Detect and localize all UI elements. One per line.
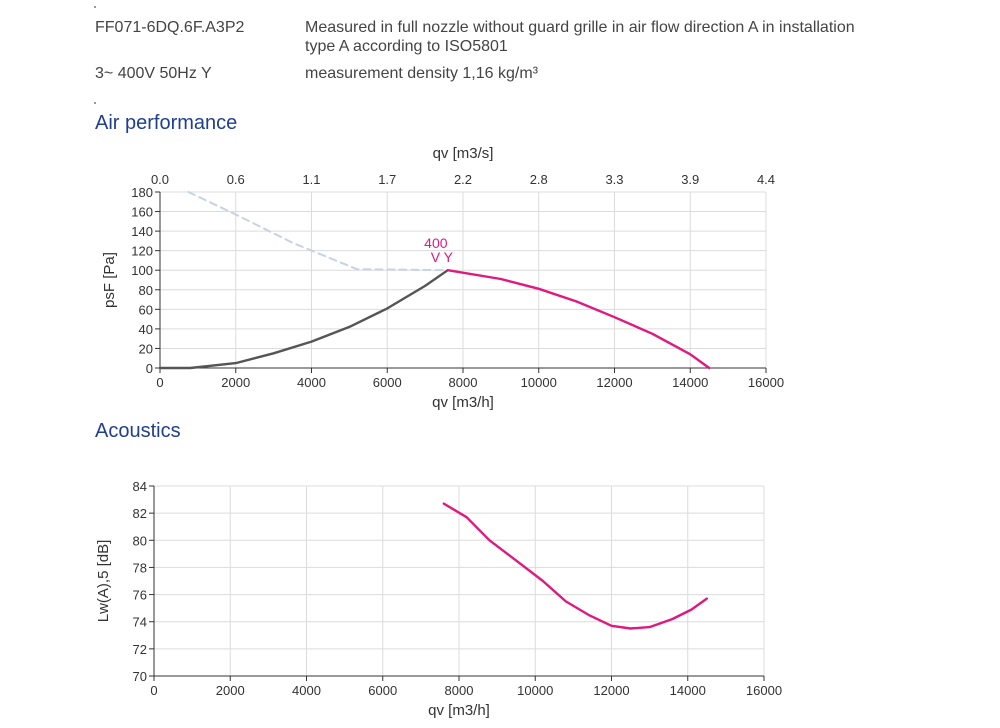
x-axis-label: qv [m3/h] <box>428 702 490 719</box>
x2-tick-label: 2.8 <box>530 172 548 187</box>
measurement-description-line-2: type A according to ISO5801 <box>305 38 508 55</box>
y-tick-label: 160 <box>131 205 153 220</box>
y-axis-label: psF [Pa] <box>101 252 118 308</box>
series-line-0-0 <box>187 191 449 272</box>
x-tick-label: 4000 <box>297 375 326 390</box>
operating-point-label: 400 <box>424 235 448 251</box>
measurement-description-line-1: Measured in full nozzle without guard gr… <box>305 19 855 36</box>
x2-tick-label: 3.3 <box>605 172 623 187</box>
y-tick-label: 60 <box>139 302 153 317</box>
y-tick-label: 78 <box>133 560 147 575</box>
measurement-density: measurement density 1,16 kg/m³ <box>305 65 538 82</box>
x-tick-label: 2000 <box>221 375 250 390</box>
y-tick-label: 76 <box>133 588 147 603</box>
x-tick-label: 6000 <box>368 683 397 698</box>
series-line-0-2 <box>446 269 711 370</box>
y-tick-label: 80 <box>139 283 153 298</box>
y-tick-label: 120 <box>131 244 153 259</box>
x-tick-label: 10000 <box>521 375 557 390</box>
x-tick-label: 4000 <box>292 683 321 698</box>
y-tick-label: 0 <box>146 361 153 376</box>
x-tick-label: 8000 <box>445 683 474 698</box>
x2-tick-label: 0.6 <box>227 172 245 187</box>
x-tick-label: 16000 <box>746 683 782 698</box>
x-tick-label: 10000 <box>517 683 553 698</box>
x-tick-label: 12000 <box>593 683 629 698</box>
x-tick-label: 14000 <box>672 375 708 390</box>
y-axis-label: Lw(A),5 [dB] <box>95 540 112 623</box>
corner-dot <box>94 6 96 8</box>
x2-tick-label: 3.9 <box>681 172 699 187</box>
x2-tick-label: 1.1 <box>302 172 320 187</box>
operating-point-connection-label: V Y <box>431 249 454 265</box>
acoustics-title: Acoustics <box>95 420 181 442</box>
x2-tick-label: 1.7 <box>378 172 396 187</box>
x-tick-label: 16000 <box>748 375 784 390</box>
model-code: FF071-6DQ.6F.A3P2 <box>95 19 245 36</box>
x-tick-label: 12000 <box>596 375 632 390</box>
y-tick-label: 80 <box>133 533 147 548</box>
series-line-1-0 <box>442 502 708 630</box>
y-tick-label: 70 <box>133 669 147 684</box>
x-tick-label: 14000 <box>670 683 706 698</box>
series-line-0-1 <box>158 269 449 370</box>
air-performance-title: Air performance <box>95 112 238 134</box>
y-tick-label: 84 <box>133 479 147 494</box>
y-tick-label: 74 <box>133 615 147 630</box>
y-tick-label: 40 <box>139 322 153 337</box>
x2-tick-label: 4.4 <box>757 172 775 187</box>
x2-tick-label: 2.2 <box>454 172 472 187</box>
y-tick-label: 20 <box>139 341 153 356</box>
x-tick-label: 8000 <box>449 375 478 390</box>
supply-voltage: 3~ 400V 50Hz Y <box>95 65 212 82</box>
y-tick-label: 180 <box>131 185 153 200</box>
x-tick-label: 6000 <box>373 375 402 390</box>
x2-axis-label: qv [m3/s] <box>433 145 494 162</box>
y-tick-label: 140 <box>131 224 153 239</box>
y-tick-label: 72 <box>133 642 147 657</box>
x-axis-label: qv [m3/h] <box>432 394 494 411</box>
x-tick-label: 0 <box>150 683 157 698</box>
x2-tick-label: 0.0 <box>151 172 169 187</box>
x-tick-label: 0 <box>156 375 163 390</box>
corner-dot <box>94 102 96 104</box>
y-tick-label: 82 <box>133 506 147 521</box>
y-tick-label: 100 <box>131 263 153 278</box>
x-tick-label: 2000 <box>216 683 245 698</box>
